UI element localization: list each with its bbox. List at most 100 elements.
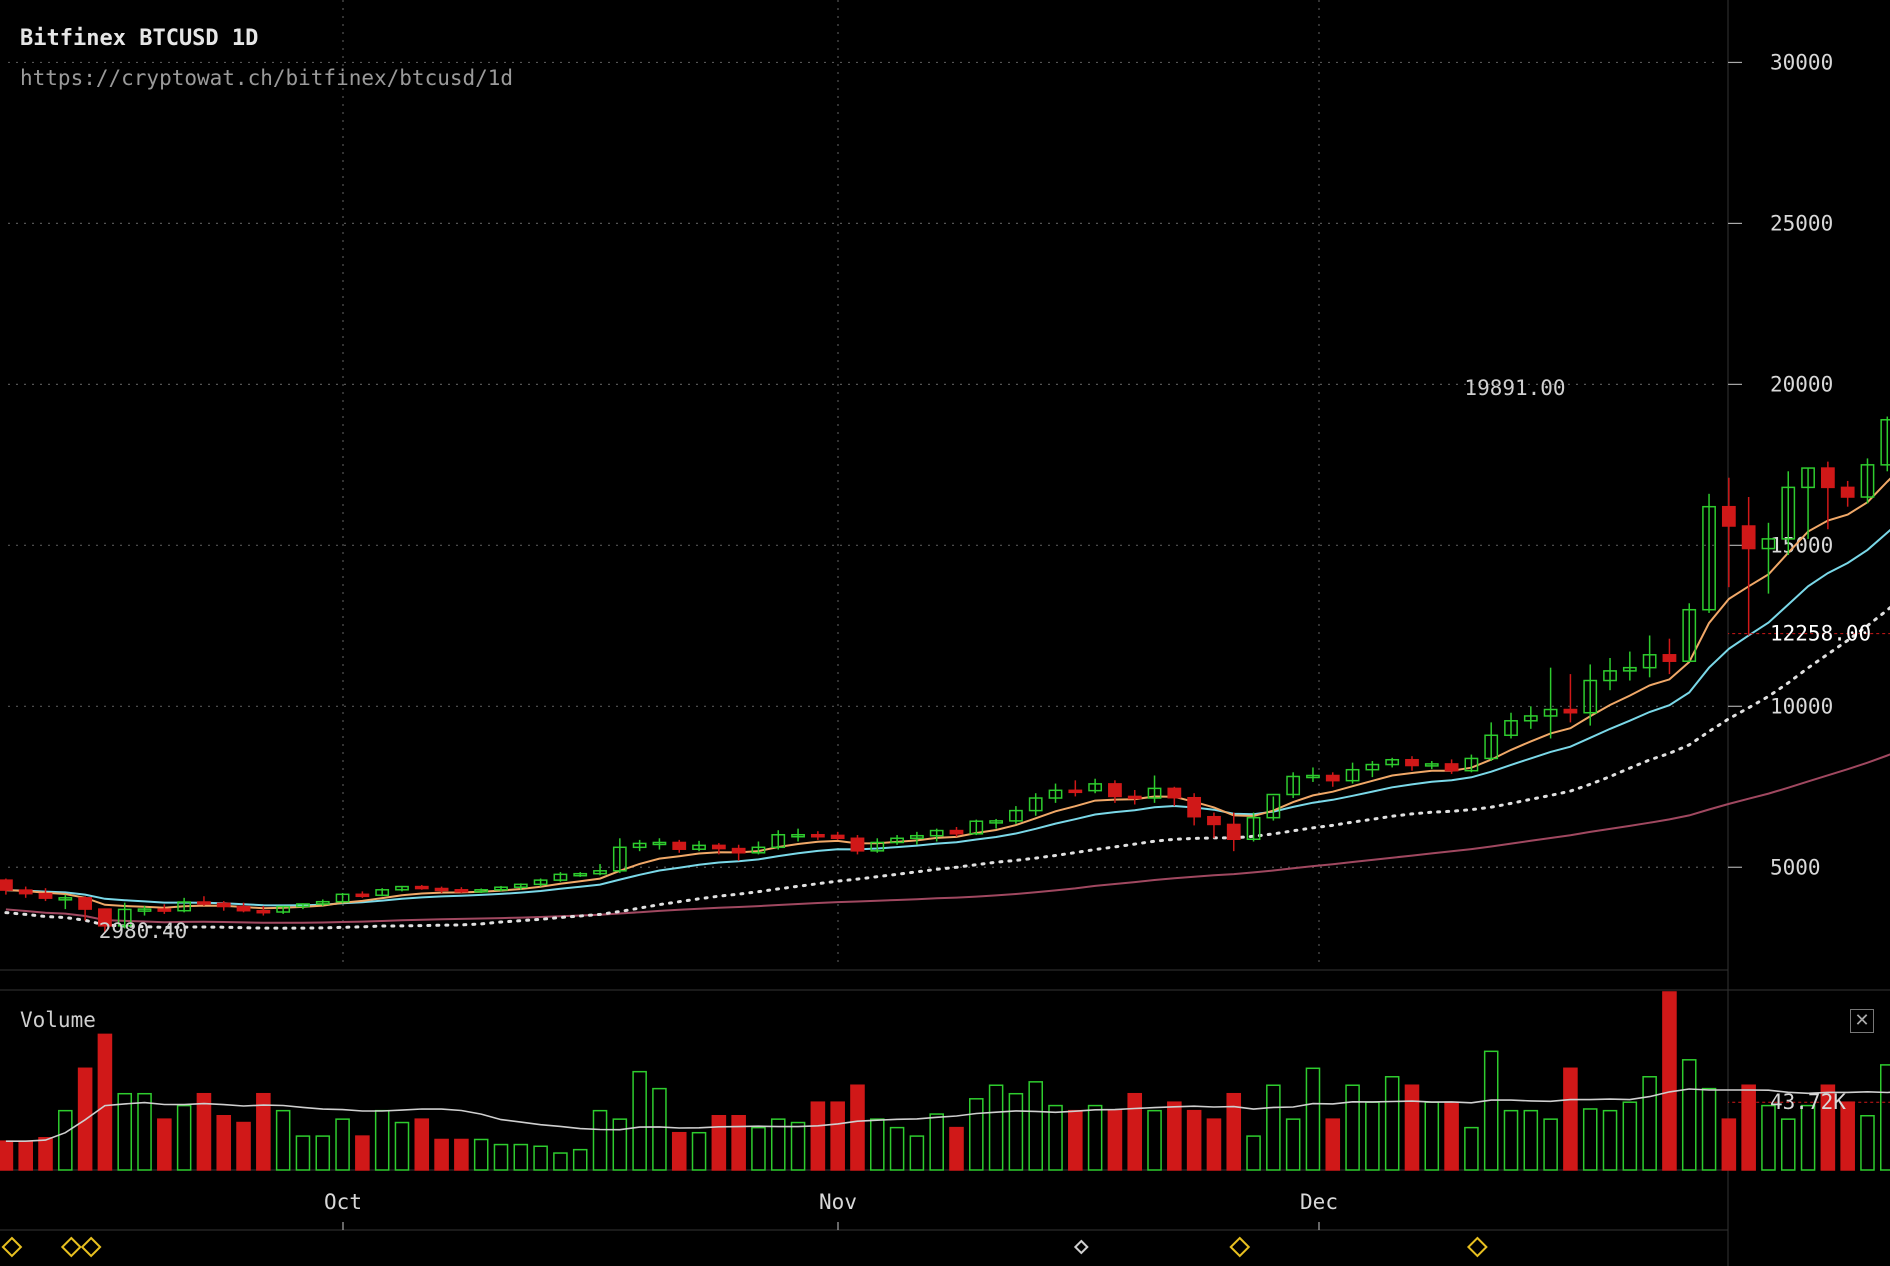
volume-bar-up (572, 1148, 588, 1171)
volume-bar-down (157, 1118, 172, 1171)
volume-bar-down (1662, 991, 1677, 1171)
candle-up (1702, 505, 1716, 611)
candle-up (1286, 775, 1301, 796)
volume-bar-up (513, 1143, 529, 1171)
volume-bar-up (909, 1135, 925, 1171)
volume-bar-down (850, 1084, 865, 1171)
date-tick-label: Dec (1300, 1190, 1338, 1214)
volume-bar-up (869, 1118, 885, 1171)
volume-bar-up (1622, 1101, 1638, 1171)
volume-bar-up (1701, 1087, 1717, 1171)
candle-up (1504, 720, 1518, 737)
volume-bar-up (632, 1070, 647, 1171)
price-tick-label: 10000 (1770, 694, 1833, 718)
candle-up (632, 842, 647, 849)
candle-up (929, 829, 944, 837)
dotted-average-line (4, 605, 1890, 930)
candle-down (1167, 787, 1182, 799)
volume-bar-up (315, 1135, 331, 1171)
volume-bar-down (671, 1131, 687, 1171)
volume-bar-down (1167, 1101, 1182, 1171)
event-marker-icon (1466, 1236, 1488, 1258)
candle-up (1345, 768, 1360, 782)
volume-bar-up (612, 1118, 628, 1171)
volume-bar-down (355, 1135, 370, 1171)
event-marker-icon (1, 1236, 23, 1258)
candle-up (1424, 763, 1439, 767)
volume-bar-up (988, 1084, 1004, 1171)
candle-up (1147, 787, 1162, 799)
candle-up (553, 873, 568, 881)
chart-title: Bitfinex BTCUSD 1D (20, 26, 259, 51)
candle-up (989, 820, 1003, 824)
volume-bar-up (1424, 1101, 1440, 1171)
candle-up (1306, 774, 1320, 779)
volume-bar-up (1879, 1064, 1890, 1171)
candle-up (1682, 608, 1697, 662)
candle-up (395, 885, 409, 891)
volume-bar-down (1127, 1092, 1143, 1171)
volume-bar-up (553, 1152, 568, 1171)
candle-up (969, 820, 984, 835)
candle-down (1127, 795, 1142, 800)
volume-bar-up (533, 1145, 548, 1171)
volume-bar-up (1543, 1118, 1558, 1171)
candle-up (1246, 816, 1261, 840)
volume-bar-up (751, 1126, 766, 1171)
volume-bar-down (1107, 1109, 1123, 1171)
candle-up (909, 834, 924, 840)
volume-bar-up (889, 1126, 905, 1171)
candle-up (1464, 757, 1479, 772)
candle-down (256, 909, 271, 914)
volume-bar-up (1087, 1104, 1103, 1171)
volume-bar-up (652, 1087, 667, 1171)
volume-bar-up (1780, 1118, 1796, 1171)
candle-up (1385, 758, 1400, 766)
candle-down (98, 908, 112, 927)
candle-down (672, 841, 687, 850)
volume-bar-down (1741, 1084, 1756, 1171)
candle-up (771, 833, 786, 849)
candle-down (454, 889, 469, 893)
candle-down (1721, 505, 1736, 527)
candle-down (1840, 486, 1855, 498)
candle-down (830, 834, 845, 840)
volume-bar-up (1800, 1104, 1816, 1171)
ema-slow-line (5, 528, 1890, 907)
volume-bar-up (770, 1118, 786, 1171)
volume-bar-up (117, 1092, 133, 1171)
volume-bar-down (414, 1118, 430, 1171)
volume-bar-up (374, 1109, 390, 1171)
candle-up (1880, 419, 1890, 466)
price-tick-label: 15000 (1770, 533, 1833, 557)
candle-up (751, 846, 766, 854)
candle-up (513, 883, 528, 888)
last-volume-label: 43.72K (1770, 1090, 1846, 1114)
candle-up (1642, 654, 1657, 669)
candle-down (414, 885, 429, 890)
candle-up (335, 893, 350, 903)
candle-up (494, 886, 508, 891)
volume-bar-up (137, 1092, 152, 1171)
volume-bar-up (275, 1109, 291, 1171)
volume-bar-down (1820, 1084, 1836, 1171)
date-tick-label: Oct (324, 1190, 362, 1214)
volume-bar-up (394, 1121, 410, 1171)
volume-bar-down (454, 1138, 469, 1171)
candle-down (216, 902, 231, 908)
chart-url[interactable]: https://cryptowat.ch/bitfinex/btcusd/1d (20, 66, 514, 90)
volume-bar-up (1503, 1109, 1519, 1171)
close-icon[interactable]: ✕ (1850, 1009, 1874, 1033)
candle-down (236, 905, 251, 912)
volume-bar-up (1246, 1135, 1261, 1171)
event-marker-icon (1073, 1239, 1089, 1255)
volume-bar-up (1345, 1084, 1360, 1171)
volume-bar-up (929, 1113, 944, 1171)
candle-up (573, 872, 588, 877)
volume-bar-down (1325, 1118, 1341, 1171)
volume-bar-up (1008, 1092, 1024, 1171)
candle-up (1365, 763, 1380, 771)
event-marker-icon (1229, 1236, 1251, 1258)
volume-bar-up (969, 1098, 984, 1171)
